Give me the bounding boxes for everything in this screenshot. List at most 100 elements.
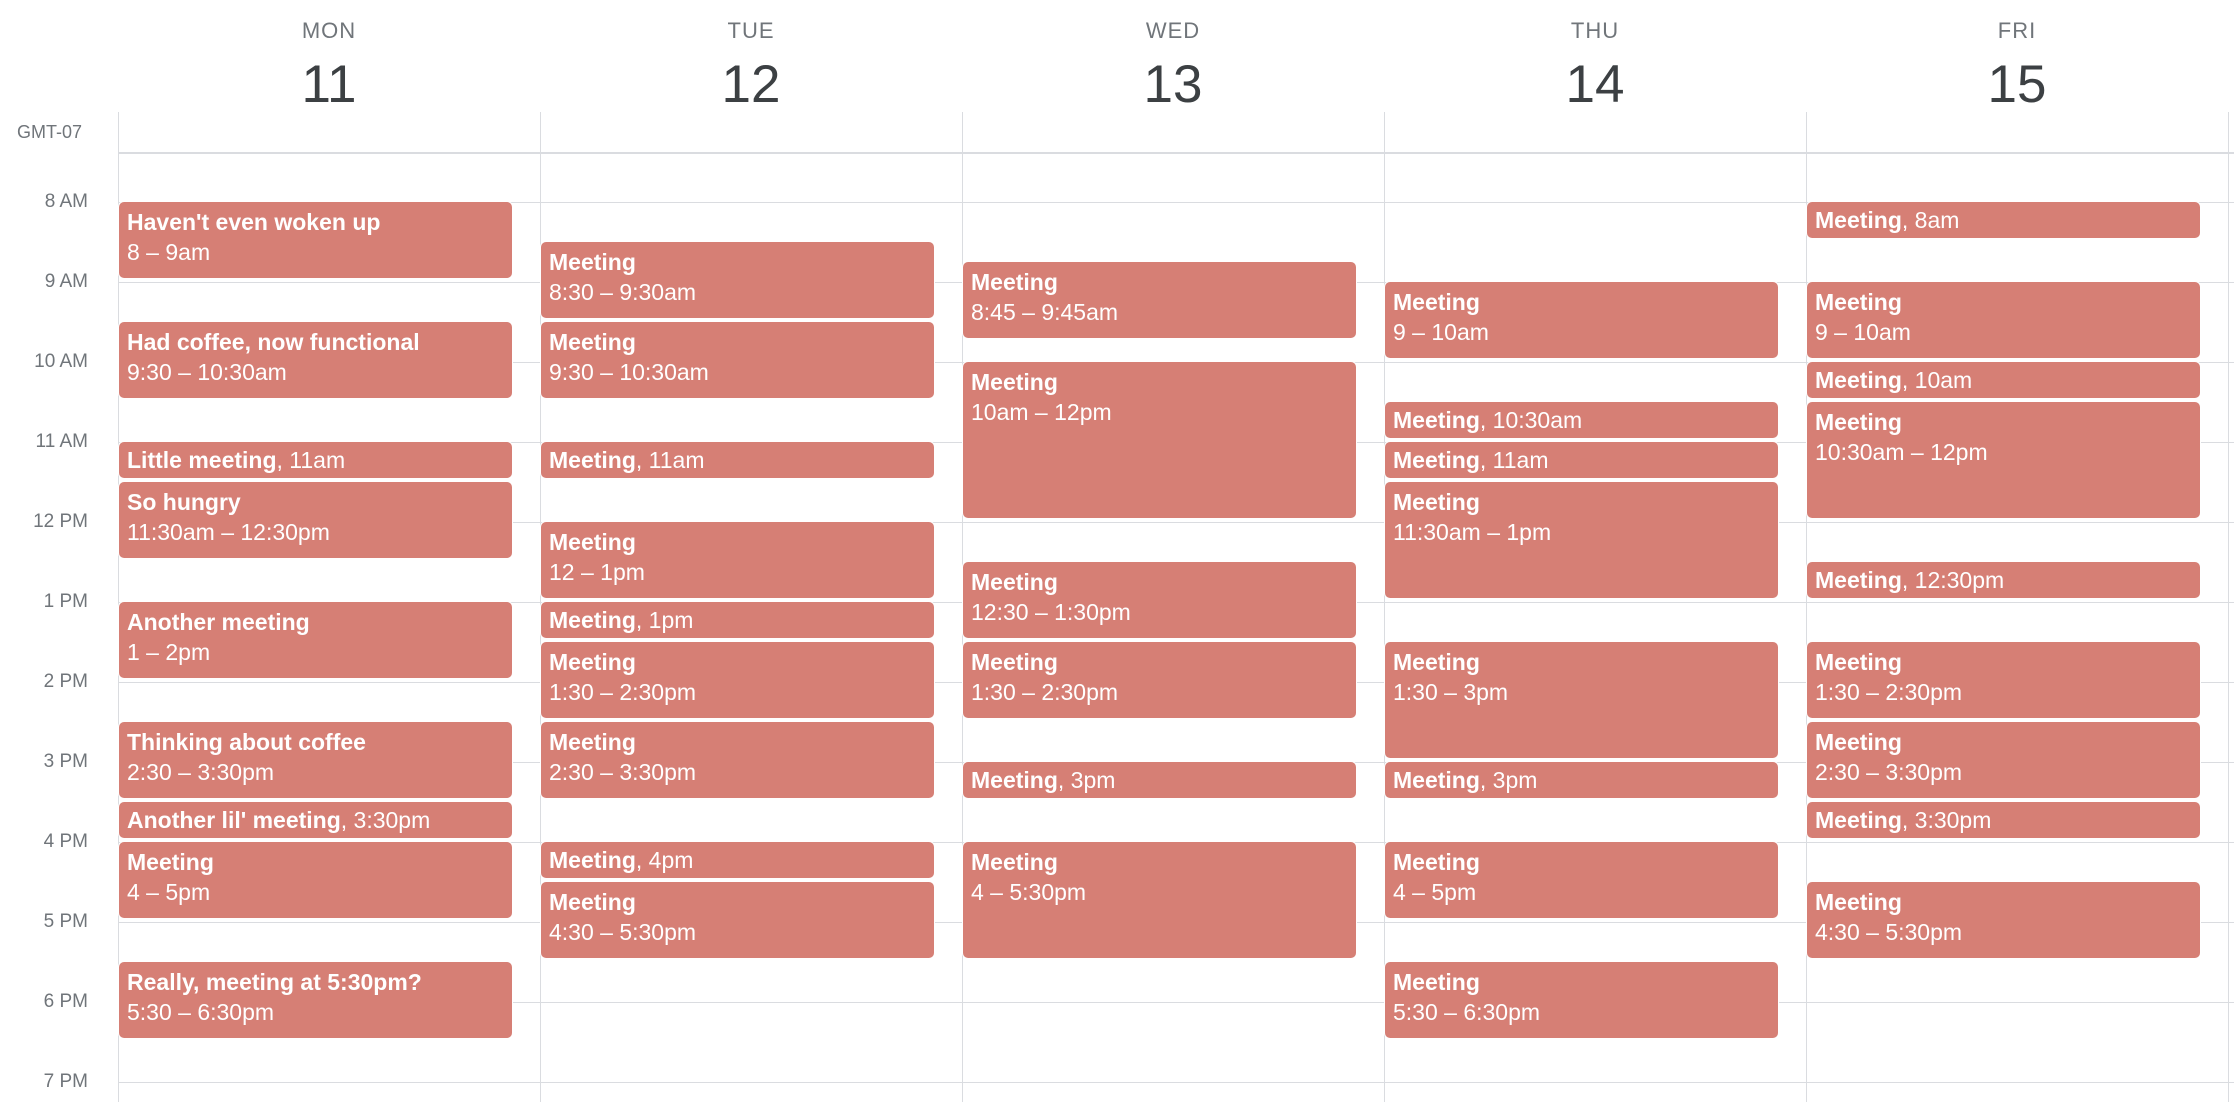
calendar-event[interactable]: Meeting 9 – 10am — [1807, 282, 2200, 358]
event-separator: , — [340, 807, 354, 833]
hour-label: 12 PM — [33, 511, 88, 532]
event-separator: , — [1901, 367, 1915, 393]
calendar-event[interactable]: Meeting, 11am — [1385, 442, 1778, 478]
event-title: Meeting — [549, 529, 636, 555]
calendar-event[interactable]: Meeting, 10am — [1807, 362, 2200, 398]
event-time: 10:30am — [1492, 407, 1583, 433]
day-header-tue[interactable]: TUE 12 — [540, 0, 962, 150]
calendar-event[interactable]: Meeting 1:30 – 2:30pm — [1807, 642, 2200, 718]
calendar-event[interactable]: Really, meeting at 5:30pm? 5:30 – 6:30pm — [119, 962, 512, 1038]
day-header-mon[interactable]: MON 11 — [118, 0, 540, 150]
column-divider — [118, 112, 119, 1102]
event-time: 5:30 – 6:30pm — [1393, 999, 1541, 1025]
calendar-event[interactable]: Meeting 4 – 5pm — [1385, 842, 1778, 918]
column-divider — [1806, 112, 1807, 1102]
event-title: Meeting — [1393, 849, 1480, 875]
calendar-event[interactable]: Meeting 1:30 – 3pm — [1385, 642, 1778, 758]
hour-label: 2 PM — [43, 671, 88, 692]
event-title: Meeting — [1815, 649, 1902, 675]
day-header-wed[interactable]: WED 13 — [962, 0, 1384, 150]
calendar-event[interactable]: Meeting, 3pm — [963, 762, 1356, 798]
calendar-event[interactable]: Had coffee, now functional 9:30 – 10:30am — [119, 322, 512, 398]
event-separator: , — [276, 447, 290, 473]
hour-gridline — [118, 202, 2234, 203]
calendar-event[interactable]: Meeting, 1pm — [541, 602, 934, 638]
day-header-fri[interactable]: FRI 15 — [1806, 0, 2228, 150]
calendar-event[interactable]: Meeting, 11am — [541, 442, 934, 478]
day-name: TUE — [727, 18, 775, 43]
event-title: Meeting — [1393, 447, 1480, 473]
event-title: Meeting — [549, 329, 636, 355]
day-number[interactable]: 13 — [1143, 55, 1203, 114]
event-title: Meeting — [1815, 207, 1902, 233]
hour-label: 6 PM — [43, 991, 88, 1012]
calendar-event[interactable]: Meeting 2:30 – 3:30pm — [541, 722, 934, 798]
calendar-event[interactable]: Meeting, 10:30am — [1385, 402, 1778, 438]
hour-label: 10 AM — [34, 351, 88, 372]
event-separator: , — [1901, 207, 1915, 233]
day-number[interactable]: 12 — [721, 55, 781, 114]
calendar-event[interactable]: Another meeting 1 – 2pm — [119, 602, 512, 678]
day-name: FRI — [1997, 18, 2037, 43]
event-title: Meeting — [1393, 407, 1480, 433]
calendar-event[interactable]: Meeting, 3:30pm — [1807, 802, 2200, 838]
event-time: 1:30 – 2:30pm — [549, 679, 697, 705]
header-divider — [118, 152, 2234, 154]
calendar-event[interactable]: Meeting 4:30 – 5:30pm — [1807, 882, 2200, 958]
event-time: 9 – 10am — [1393, 319, 1489, 345]
event-title: Haven't even woken up — [127, 209, 381, 235]
calendar-event[interactable]: Thinking about coffee 2:30 – 3:30pm — [119, 722, 512, 798]
calendar-event[interactable]: Meeting 1:30 – 2:30pm — [541, 642, 934, 718]
day-header-thu[interactable]: THU 14 — [1384, 0, 1806, 150]
calendar-event[interactable]: Meeting 4 – 5:30pm — [963, 842, 1356, 958]
day-number[interactable]: 11 — [301, 55, 357, 114]
event-title: Meeting — [1815, 367, 1902, 393]
calendar-event[interactable]: Meeting 8:30 – 9:30am — [541, 242, 934, 318]
calendar-event[interactable]: So hungry 11:30am – 12:30pm — [119, 482, 512, 558]
event-title: Meeting — [1815, 567, 1902, 593]
calendar-event[interactable]: Meeting 12:30 – 1:30pm — [963, 562, 1356, 638]
calendar-event[interactable]: Meeting 2:30 – 3:30pm — [1807, 722, 2200, 798]
calendar-event[interactable]: Meeting 4 – 5pm — [119, 842, 512, 918]
event-title: Meeting — [549, 847, 636, 873]
event-title: Meeting — [1393, 649, 1480, 675]
event-title: Meeting — [1815, 289, 1902, 315]
event-time: 4 – 5:30pm — [971, 879, 1087, 905]
event-title: Another meeting — [127, 609, 310, 635]
calendar-event[interactable]: Meeting 12 – 1pm — [541, 522, 934, 598]
event-title: Meeting — [1815, 729, 1902, 755]
event-separator: , — [1479, 767, 1493, 793]
calendar-event[interactable]: Meeting, 3pm — [1385, 762, 1778, 798]
calendar-event[interactable]: Meeting 10am – 12pm — [963, 362, 1356, 518]
day-number[interactable]: 15 — [1987, 55, 2047, 114]
event-time: 1:30 – 2:30pm — [1815, 679, 1963, 705]
event-time: 8:30 – 9:30am — [549, 279, 697, 305]
calendar-event[interactable]: Another lil' meeting, 3:30pm — [119, 802, 512, 838]
event-title: Meeting — [549, 649, 636, 675]
event-title: Meeting — [549, 249, 636, 275]
calendar-event[interactable]: Haven't even woken up 8 – 9am — [119, 202, 512, 278]
event-time: 10:30am – 12pm — [1815, 439, 1988, 465]
calendar-event[interactable]: Little meeting, 11am — [119, 442, 512, 478]
calendar-event[interactable]: Meeting 4:30 – 5:30pm — [541, 882, 934, 958]
calendar-event[interactable]: Meeting 1:30 – 2:30pm — [963, 642, 1356, 718]
event-time: 12:30pm — [1914, 567, 2005, 593]
calendar-event[interactable]: Meeting 5:30 – 6:30pm — [1385, 962, 1778, 1038]
calendar-event[interactable]: Meeting, 4pm — [541, 842, 934, 878]
calendar-event[interactable]: Meeting 10:30am – 12pm — [1807, 402, 2200, 518]
event-title: Another lil' meeting — [127, 807, 341, 833]
event-time: 3:30pm — [1914, 807, 1992, 833]
hour-label: 8 AM — [44, 191, 88, 212]
event-time: 3:30pm — [353, 807, 431, 833]
day-number[interactable]: 14 — [1565, 55, 1625, 114]
calendar-event[interactable]: Meeting, 8am — [1807, 202, 2200, 238]
calendar-event[interactable]: Meeting, 12:30pm — [1807, 562, 2200, 598]
event-separator: , — [1057, 767, 1071, 793]
calendar-event[interactable]: Meeting 9 – 10am — [1385, 282, 1778, 358]
event-separator: , — [1479, 447, 1493, 473]
calendar-event[interactable]: Meeting 8:45 – 9:45am — [963, 262, 1356, 338]
event-title: Meeting — [971, 269, 1058, 295]
calendar-event[interactable]: Meeting 9:30 – 10:30am — [541, 322, 934, 398]
calendar-event[interactable]: Meeting 11:30am – 1pm — [1385, 482, 1778, 598]
